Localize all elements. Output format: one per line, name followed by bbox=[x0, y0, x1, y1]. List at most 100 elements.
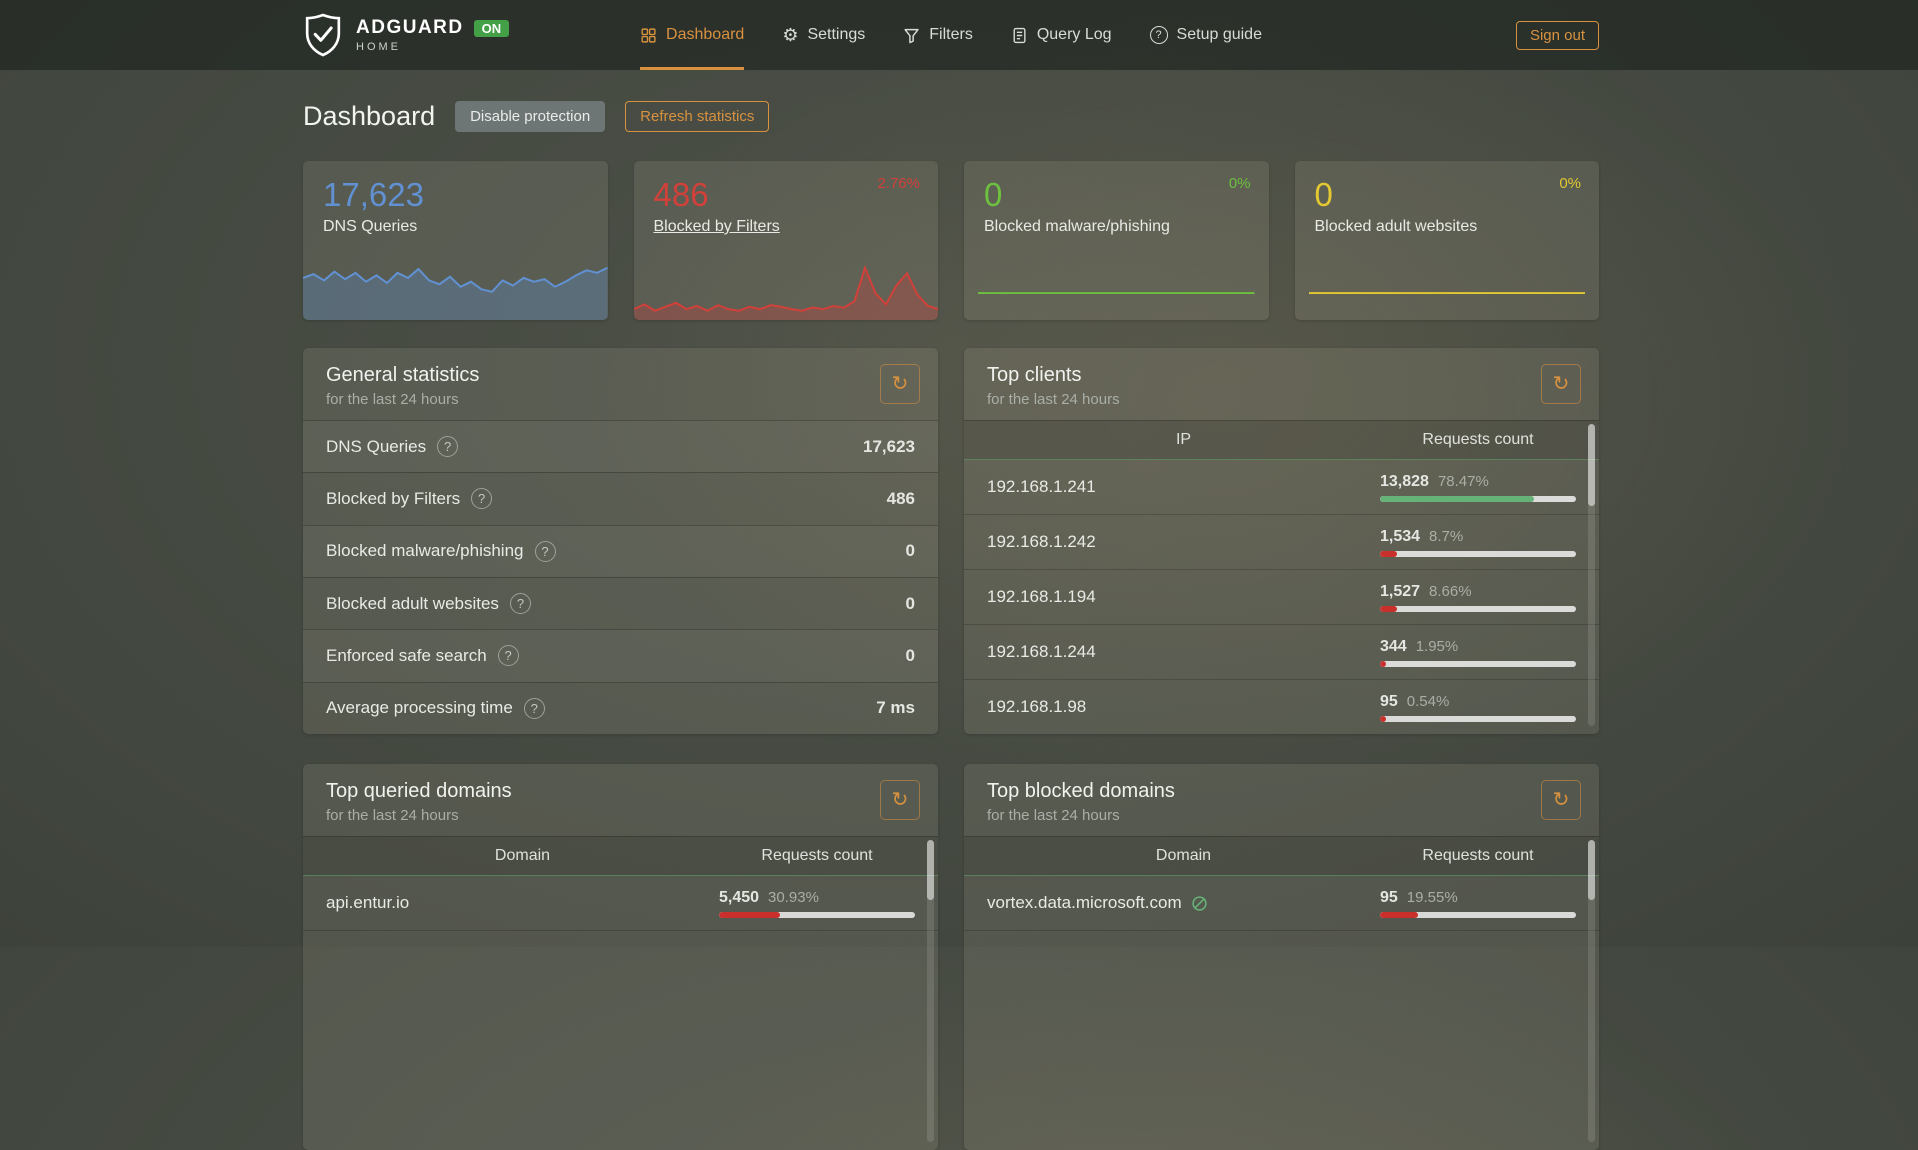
stat-row-value: 17,623 bbox=[863, 436, 915, 456]
help-icon[interactable]: ? bbox=[471, 488, 493, 510]
stat-row: Enforced safe search? 0 bbox=[303, 629, 938, 681]
stat-trend: 0% bbox=[1559, 175, 1581, 192]
domain-status-icon[interactable] bbox=[1191, 895, 1208, 912]
sign-out-button[interactable]: Sign out bbox=[1515, 20, 1599, 50]
stat-label-link[interactable]: Blocked by Filters bbox=[653, 218, 780, 235]
adguard-home-logo[interactable]: ADGUARD ON HOME bbox=[303, 13, 510, 57]
blocked-filters-sparkline bbox=[633, 262, 938, 320]
table-row: api.entur.io 5,450 30.93% bbox=[303, 876, 938, 931]
panel-scrollbar-thumb[interactable] bbox=[1588, 840, 1595, 900]
general-statistics-rows: DNS Queries? 17,623 Blocked by Filters? … bbox=[303, 420, 938, 734]
dashboard-icon bbox=[640, 27, 657, 44]
request-percent: 19.55% bbox=[1406, 888, 1458, 906]
client-ip[interactable]: 192.168.1.98 bbox=[987, 697, 1087, 716]
stat-label: DNS Queries bbox=[323, 218, 418, 235]
help-icon[interactable]: ? bbox=[523, 697, 545, 719]
request-count: 1,527 bbox=[1380, 582, 1421, 600]
panel-scrollbar-track[interactable] bbox=[1588, 424, 1595, 726]
progress-bar-fill bbox=[1380, 605, 1397, 612]
client-ip[interactable]: 192.168.1.194 bbox=[987, 587, 1096, 606]
stat-row-value: 0 bbox=[905, 541, 915, 561]
request-percent: 0.54% bbox=[1406, 692, 1450, 710]
dns-queries-sparkline bbox=[303, 262, 608, 320]
disable-protection-button[interactable]: Disable protection bbox=[455, 100, 606, 132]
filter-funnel-icon bbox=[903, 27, 920, 44]
help-icon[interactable]: ? bbox=[437, 436, 459, 458]
queried-domain[interactable]: api.entur.io bbox=[326, 893, 410, 912]
stat-card-dns-queries: 17,623 DNS Queries bbox=[303, 161, 608, 320]
refresh-button[interactable]: ↻ bbox=[880, 780, 920, 820]
table-row: vortex.data.microsoft.com 95 19.55% bbox=[964, 876, 1599, 931]
table-row: 192.168.1.242 1,534 8.7% bbox=[964, 515, 1599, 570]
progress-bar bbox=[1380, 605, 1576, 612]
stat-label: Blocked malware/phishing bbox=[984, 218, 1170, 235]
stat-value: 17,623 bbox=[323, 176, 424, 213]
stat-row-value: 486 bbox=[886, 488, 915, 508]
stat-row-value: 7 ms bbox=[876, 698, 915, 718]
panel-scrollbar-track[interactable] bbox=[927, 840, 934, 1142]
blocked-adult-sparkline bbox=[1309, 286, 1586, 294]
nav-item-label: Settings bbox=[807, 26, 866, 43]
client-ip[interactable]: 192.168.1.242 bbox=[987, 532, 1096, 551]
refresh-button[interactable]: ↻ bbox=[1541, 780, 1581, 820]
blocked-malware-sparkline bbox=[978, 286, 1255, 294]
stat-row-label: Blocked by Filters bbox=[326, 488, 461, 508]
table-row: 192.168.1.194 1,527 8.66% bbox=[964, 570, 1599, 625]
refresh-statistics-button[interactable]: Refresh statistics bbox=[625, 100, 770, 132]
panel-scrollbar-track[interactable] bbox=[1588, 840, 1595, 1142]
panel-subtitle: for the last 24 hours bbox=[987, 391, 1120, 408]
top-blocked-table: vortex.data.microsoft.com 95 19.55% bbox=[964, 876, 1599, 931]
help-circle-icon: ? bbox=[1149, 26, 1168, 44]
blocked-domain[interactable]: vortex.data.microsoft.com bbox=[987, 893, 1182, 912]
refresh-button[interactable]: ↻ bbox=[880, 364, 920, 404]
panel-scrollbar-thumb[interactable] bbox=[1588, 424, 1595, 506]
refresh-icon: ↻ bbox=[1552, 373, 1570, 395]
top-queried-table: api.entur.io 5,450 30.93% bbox=[303, 876, 938, 931]
nav-item-label: Query Log bbox=[1036, 26, 1112, 43]
nav-item-filters[interactable]: Filters bbox=[903, 0, 973, 70]
table-header: IP Requests count bbox=[964, 420, 1599, 460]
nav-item-dashboard[interactable]: Dashboard bbox=[640, 0, 744, 70]
stat-value: 486 bbox=[653, 176, 709, 213]
stat-cards-row: 17,623 DNS Queries 2.76% 486 Blocked by … bbox=[303, 161, 1599, 320]
progress-bar bbox=[1380, 550, 1576, 557]
stat-row: Blocked by Filters? 486 bbox=[303, 472, 938, 524]
table-row: 192.168.1.98 95 0.54% bbox=[964, 680, 1599, 734]
stat-card-blocked-malware: 0% 0 Blocked malware/phishing bbox=[964, 161, 1269, 320]
nav-item-settings[interactable]: ⚙ Settings bbox=[782, 0, 865, 70]
top-blocked-domains-panel: Top blocked domains for the last 24 hour… bbox=[964, 764, 1599, 1150]
stat-row-label: DNS Queries bbox=[326, 436, 427, 456]
column-header-ip: IP bbox=[1175, 431, 1192, 448]
dashboard-page: Dashboard Disable protection Refresh sta… bbox=[303, 98, 1599, 1150]
request-count: 95 bbox=[1380, 888, 1398, 906]
stat-trend: 0% bbox=[1228, 175, 1251, 192]
panel-subtitle: for the last 24 hours bbox=[326, 391, 459, 408]
help-icon[interactable]: ? bbox=[534, 540, 556, 562]
client-ip[interactable]: 192.168.1.241 bbox=[987, 477, 1096, 496]
panel-header: Top blocked domains for the last 24 hour… bbox=[964, 764, 1599, 836]
help-icon[interactable]: ? bbox=[509, 593, 531, 615]
stat-row-value: 0 bbox=[905, 593, 915, 613]
request-percent: 8.7% bbox=[1429, 527, 1464, 545]
nav-item-query-log[interactable]: Query Log bbox=[1011, 0, 1112, 70]
progress-bar-fill bbox=[719, 911, 780, 918]
panel-title: Top queried domains bbox=[326, 780, 512, 802]
stat-row-label: Average processing time bbox=[326, 698, 513, 718]
client-ip[interactable]: 192.168.1.244 bbox=[987, 642, 1096, 661]
panel-scrollbar-thumb[interactable] bbox=[927, 840, 934, 900]
document-log-icon bbox=[1011, 27, 1028, 44]
navbar: ADGUARD ON HOME Dashboard ⚙ Settings bbox=[0, 0, 1918, 70]
help-icon[interactable]: ? bbox=[497, 645, 519, 667]
column-header-domain: Domain bbox=[494, 847, 551, 864]
main-nav: Dashboard ⚙ Settings Filters Query Log ? bbox=[640, 0, 1262, 70]
table-header: Domain Requests count bbox=[303, 836, 938, 876]
general-statistics-panel: General statistics for the last 24 hours… bbox=[303, 348, 938, 734]
table-row: 192.168.1.244 344 1.95% bbox=[964, 625, 1599, 680]
column-header-requests: Requests count bbox=[1422, 431, 1534, 448]
nav-item-setup-guide[interactable]: ? Setup guide bbox=[1149, 0, 1262, 70]
request-count: 344 bbox=[1380, 637, 1407, 655]
refresh-button[interactable]: ↻ bbox=[1541, 364, 1581, 404]
brand-subtitle: HOME bbox=[356, 41, 401, 53]
request-percent: 1.95% bbox=[1415, 637, 1459, 655]
progress-bar bbox=[1380, 911, 1576, 918]
